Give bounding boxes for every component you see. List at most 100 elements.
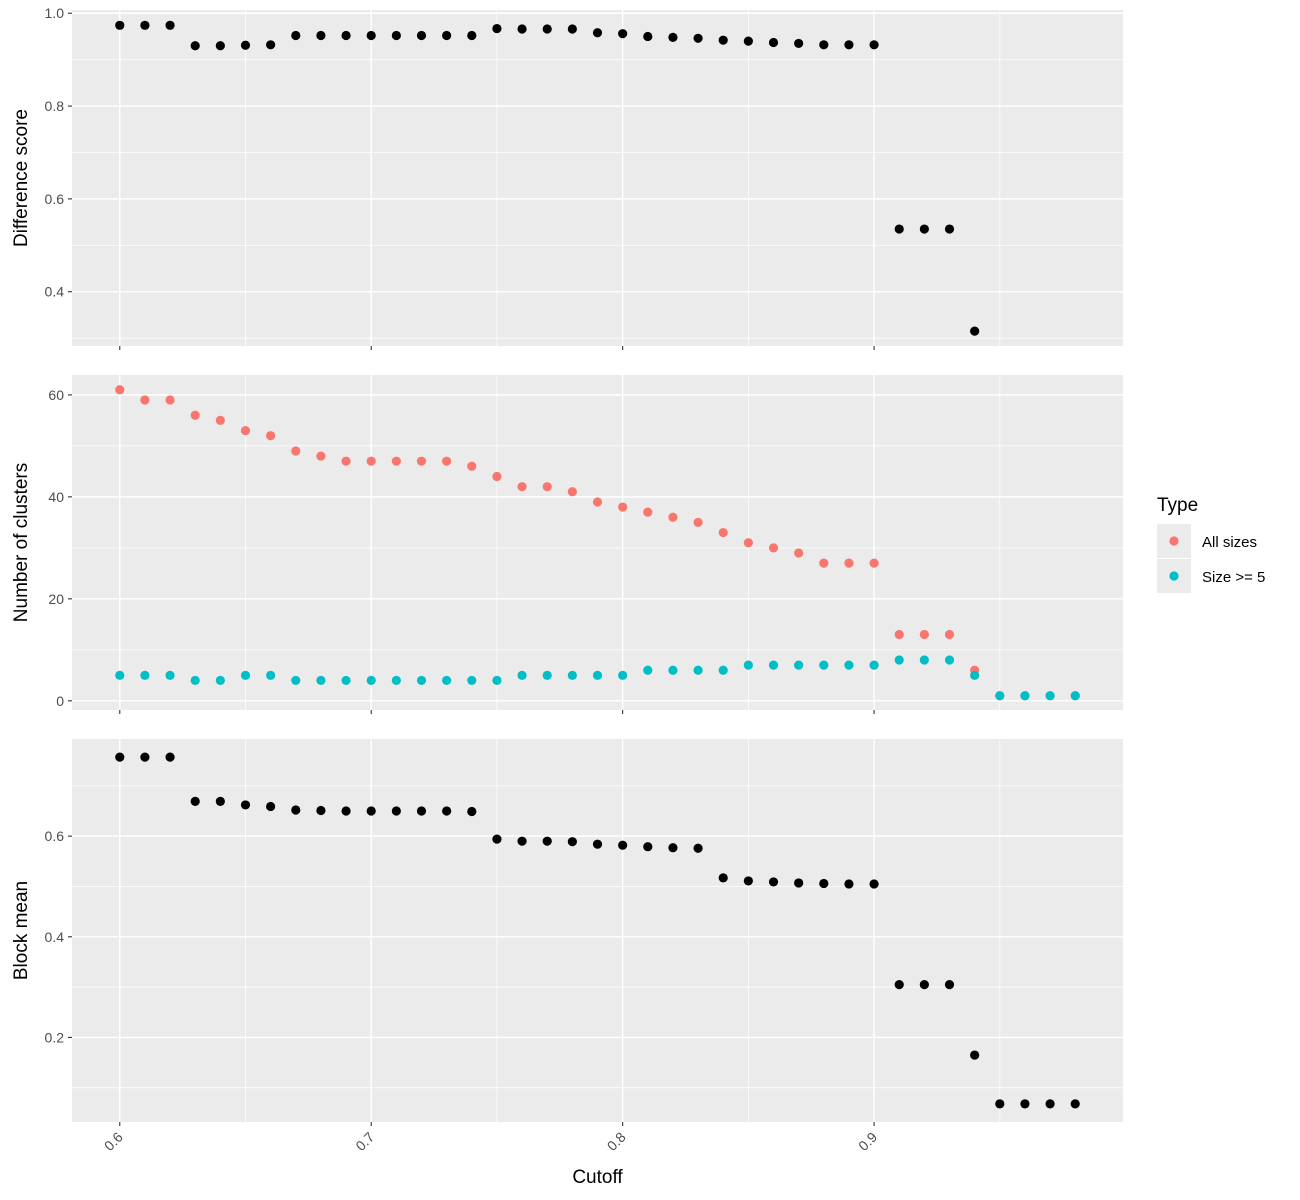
data-point [442,456,452,466]
data-point [668,512,678,522]
data-point [592,670,603,680]
y-tick-label: 0.6 [45,828,65,844]
data-point [643,31,653,42]
data-point [467,675,477,686]
data-point [240,425,251,436]
data-point [995,1099,1005,1109]
data-point [115,385,125,395]
series-points [115,385,1080,701]
panel-background [72,375,1123,710]
data-point [517,24,527,34]
data-point [341,456,351,466]
data-point [442,30,452,41]
data-point [467,30,477,41]
data-point [819,660,829,670]
data-point [240,40,251,50]
data-point [668,843,678,853]
data-point [140,752,150,762]
y-axis-title: Block mean [11,881,32,980]
data-point [190,41,200,51]
data-point [391,675,401,686]
data-point [115,752,125,762]
x-tick-label: 0.9 [855,1129,880,1154]
data-point [643,507,653,517]
data-point [316,805,326,816]
data-point [718,527,728,538]
data-point [894,629,904,640]
data-point [919,629,929,640]
panel-3: 0.2 0.4 0.6 Block mean [11,739,1123,1126]
data-point [1045,691,1055,701]
data-point [316,451,326,461]
data-point [240,670,251,680]
data-point [542,670,552,680]
x-tick-label: 0.8 [604,1129,629,1154]
data-point [768,660,779,670]
data-point [894,655,904,665]
data-point [215,675,225,686]
data-point [844,558,854,568]
y-tick-label: 1.0 [45,5,65,21]
data-point [618,29,628,39]
data-point [718,873,728,883]
y-tick-label: 0.2 [45,1029,65,1045]
data-point [693,517,703,527]
data-point [919,224,929,234]
data-point [492,834,502,844]
data-point [768,877,779,887]
series-points [115,655,1080,701]
data-point [366,806,376,816]
data-point [492,471,502,482]
data-point [467,806,477,817]
data-point [165,670,175,680]
panel-1: 0.4 0.6 0.8 1.0 Difference score [11,5,1123,350]
data-point [391,806,401,816]
data-point [366,30,376,41]
x-tick-label: 0.6 [101,1129,126,1154]
data-point [743,660,753,670]
data-point [316,30,326,41]
data-point [618,670,628,680]
data-point [844,879,854,889]
data-point [341,30,351,41]
data-point [944,629,955,640]
data-point [718,665,728,675]
data-point [869,558,879,568]
data-point [819,40,829,50]
data-point [592,28,603,38]
data-point [944,980,955,990]
data-point [668,32,678,42]
data-point [1020,691,1030,701]
y-tick-label: 0.4 [45,284,65,300]
data-point [844,40,854,50]
data-point [919,980,929,990]
data-point [1070,691,1080,701]
y-tick-label: 0.6 [45,191,65,207]
legend-swatch [1169,536,1179,546]
data-point [266,40,276,50]
data-point [165,20,175,30]
y-tick-label: 0.4 [45,929,65,945]
data-point [592,497,603,507]
data-point [794,548,804,558]
legend-label: All sizes [1202,534,1257,551]
data-point [768,543,779,553]
panel-background [72,739,1123,1122]
data-point [391,30,401,41]
x-tick-label: 0.7 [352,1129,377,1154]
data-point [643,665,653,675]
data-point [291,805,301,815]
data-point [416,456,427,466]
series-points [115,752,1080,1109]
y-tick-label: 60 [48,387,64,403]
data-point [341,675,351,686]
data-point [567,837,577,847]
data-point [844,660,854,670]
data-point [819,878,829,889]
data-point [668,665,678,675]
data-point [115,670,125,680]
data-point [567,487,577,497]
data-point [266,801,276,812]
data-point [165,395,175,405]
data-point [794,878,804,888]
